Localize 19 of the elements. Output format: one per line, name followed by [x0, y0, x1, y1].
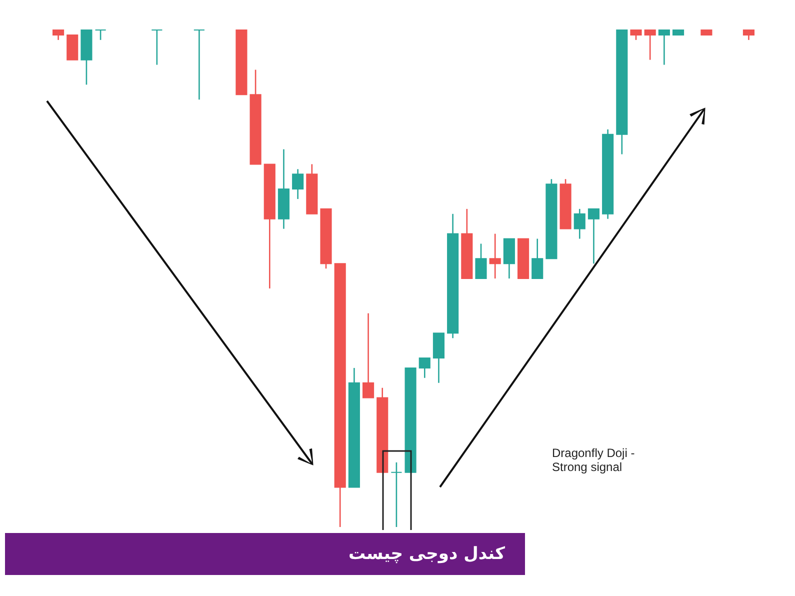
candlestick: [193, 29, 205, 100]
candlestick: [418, 357, 430, 379]
candlestick: [475, 243, 487, 280]
candlestick: [532, 238, 544, 280]
candlestick: [390, 462, 402, 528]
text: کندل دوجی چیست: [5, 533, 525, 575]
candlestick: [151, 29, 163, 66]
candlestick: [362, 312, 374, 398]
candlestick: [489, 233, 501, 280]
candlestick: [292, 168, 304, 200]
candlestick: [644, 29, 656, 60]
candlestick: [52, 29, 64, 41]
candlestick: [588, 208, 600, 264]
annotation: Dragonfly Doji - Strong signal: [552, 446, 636, 474]
candlestick: [658, 29, 670, 66]
candlestick: [630, 29, 642, 41]
candlestick: [574, 208, 586, 240]
candlestick: [742, 29, 754, 41]
candlestick: [94, 29, 106, 41]
